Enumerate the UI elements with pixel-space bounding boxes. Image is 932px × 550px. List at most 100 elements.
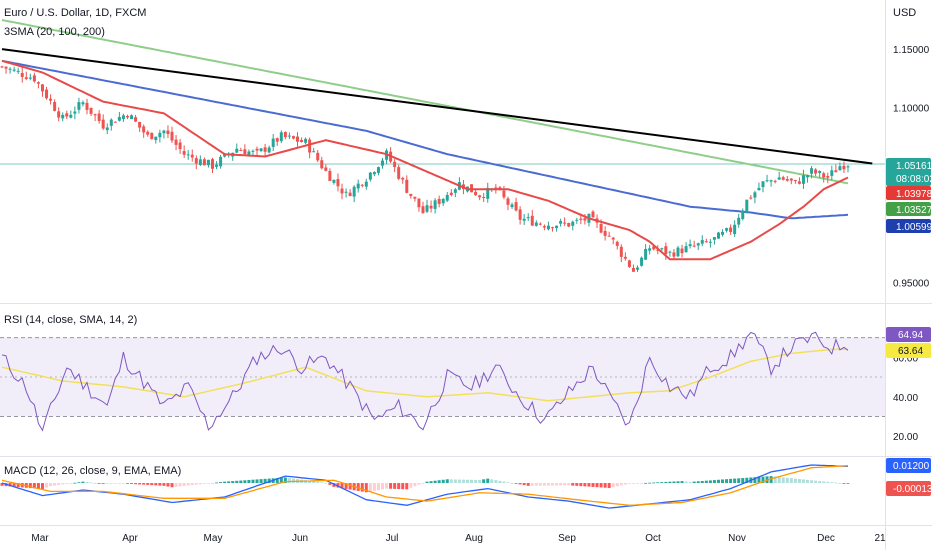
candle-body[interactable] xyxy=(73,111,77,114)
macd-histogram-bar[interactable] xyxy=(429,481,433,484)
macd-histogram-bar[interactable] xyxy=(89,482,93,484)
macd-histogram-bar[interactable] xyxy=(470,479,474,484)
macd-histogram-bar[interactable] xyxy=(117,483,121,484)
rsi-ma-line[interactable] xyxy=(1,348,848,402)
sma-20-line[interactable] xyxy=(1,59,849,261)
candle-body[interactable] xyxy=(105,127,109,131)
macd-histogram-bar[interactable] xyxy=(174,483,178,487)
candle-body[interactable] xyxy=(429,205,433,209)
macd-histogram-bar[interactable] xyxy=(275,478,279,484)
candle-body[interactable] xyxy=(109,119,113,126)
macd-histogram-bar[interactable] xyxy=(308,480,312,484)
macd-histogram-bar[interactable] xyxy=(348,483,352,490)
candle-body[interactable] xyxy=(571,221,575,226)
macd-pane[interactable] xyxy=(0,464,850,509)
macd-histogram-bar[interactable] xyxy=(162,483,166,486)
macd-histogram-bar[interactable] xyxy=(166,483,170,487)
candle-body[interactable] xyxy=(567,223,571,227)
macd-histogram-bar[interactable] xyxy=(563,483,567,486)
macd-histogram-bar[interactable] xyxy=(546,483,550,486)
macd-histogram-bar[interactable] xyxy=(555,483,559,486)
candle-body[interactable] xyxy=(789,178,793,181)
macd-histogram-bar[interactable] xyxy=(372,483,376,491)
candle-body[interactable] xyxy=(97,113,101,121)
macd-histogram-bar[interactable] xyxy=(607,483,611,488)
macd-histogram-bar[interactable] xyxy=(757,476,761,484)
macd-histogram-bar[interactable] xyxy=(676,481,680,484)
macd-histogram-bar[interactable] xyxy=(579,483,583,487)
macd-histogram-bar[interactable] xyxy=(453,479,457,484)
macd-histogram-bar[interactable] xyxy=(729,478,733,484)
candle-body[interactable] xyxy=(555,225,559,229)
macd-histogram-bar[interactable] xyxy=(656,482,660,484)
candle-body[interactable] xyxy=(842,165,846,170)
macd-histogram-bar[interactable] xyxy=(826,481,830,484)
macd-histogram-bar[interactable] xyxy=(510,482,514,484)
macd-histogram-bar[interactable] xyxy=(712,480,716,484)
candle-body[interactable] xyxy=(376,167,380,173)
macd-histogram-bar[interactable] xyxy=(810,480,814,484)
candle-body[interactable] xyxy=(826,175,830,178)
candle-body[interactable] xyxy=(656,249,660,251)
candle-body[interactable] xyxy=(449,192,453,195)
candle-body[interactable] xyxy=(478,195,482,198)
candle-body[interactable] xyxy=(627,260,631,267)
macd-histogram-bar[interactable] xyxy=(154,483,158,486)
macd-histogram-bar[interactable] xyxy=(700,480,704,484)
candle-body[interactable] xyxy=(45,89,49,99)
macd-histogram-bar[interactable] xyxy=(409,483,413,488)
macd-histogram-bar[interactable] xyxy=(745,477,749,484)
macd-histogram-bar[interactable] xyxy=(279,477,283,484)
macd-histogram-bar[interactable] xyxy=(587,483,591,487)
macd-histogram-bar[interactable] xyxy=(518,483,522,485)
candle-body[interactable] xyxy=(704,241,708,243)
macd-histogram-bar[interactable] xyxy=(186,483,190,486)
macd-histogram-bar[interactable] xyxy=(223,481,227,484)
candle-body[interactable] xyxy=(364,181,368,187)
macd-histogram-bar[interactable] xyxy=(405,483,409,490)
candle-body[interactable] xyxy=(830,170,834,176)
candle-body[interactable] xyxy=(482,197,486,199)
candle-body[interactable] xyxy=(279,132,283,142)
macd-histogram-bar[interactable] xyxy=(542,483,546,486)
macd-histogram-bar[interactable] xyxy=(360,483,364,492)
candle-body[interactable] xyxy=(530,215,534,226)
candle-body[interactable] xyxy=(239,150,243,152)
macd-histogram-bar[interactable] xyxy=(631,483,635,484)
macd-histogram-bar[interactable] xyxy=(680,481,684,484)
macd-histogram-bar[interactable] xyxy=(684,481,688,484)
macd-histogram-bar[interactable] xyxy=(36,483,40,489)
candle-body[interactable] xyxy=(138,121,142,128)
candle-body[interactable] xyxy=(93,114,97,116)
candle-body[interactable] xyxy=(522,218,526,221)
macd-histogram-bar[interactable] xyxy=(425,481,429,484)
candle-body[interactable] xyxy=(4,66,8,69)
macd-histogram-bar[interactable] xyxy=(287,478,291,484)
macd-histogram-bar[interactable] xyxy=(652,482,656,484)
candle-body[interactable] xyxy=(421,206,425,214)
macd-histogram-bar[interactable] xyxy=(130,483,134,484)
candle-body[interactable] xyxy=(125,116,129,118)
candle-body[interactable] xyxy=(660,248,664,250)
macd-histogram-bar[interactable] xyxy=(846,483,850,484)
candle-body[interactable] xyxy=(749,197,753,199)
candle-body[interactable] xyxy=(413,196,417,199)
macd-histogram-bar[interactable] xyxy=(158,483,162,486)
macd-histogram-bar[interactable] xyxy=(93,482,97,484)
candle-body[interactable] xyxy=(202,159,206,166)
macd-histogram-bar[interactable] xyxy=(733,478,737,484)
candle-body[interactable] xyxy=(121,115,125,119)
macd-histogram-bar[interactable] xyxy=(73,482,77,484)
candle-body[interactable] xyxy=(20,72,24,77)
macd-histogram-bar[interactable] xyxy=(441,479,445,484)
macd-histogram-bar[interactable] xyxy=(413,483,417,487)
candle-body[interactable] xyxy=(619,246,623,257)
candle-body[interactable] xyxy=(818,171,822,174)
candle-body[interactable] xyxy=(725,228,729,231)
candle-body[interactable] xyxy=(328,170,332,181)
candle-body[interactable] xyxy=(838,166,842,171)
rsi-pane[interactable] xyxy=(1,331,849,432)
macd-histogram-bar[interactable] xyxy=(397,483,401,490)
macd-histogram-bar[interactable] xyxy=(243,480,247,484)
candle-body[interactable] xyxy=(53,101,57,111)
